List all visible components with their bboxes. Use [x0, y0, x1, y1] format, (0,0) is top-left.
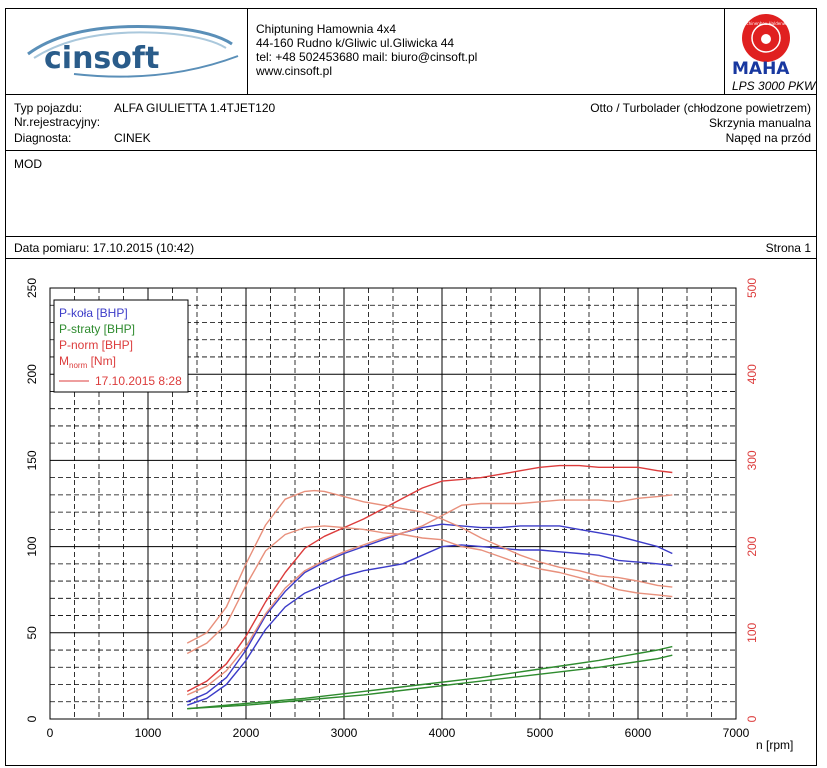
series-line: [187, 645, 673, 710]
y-left-tick-label: 250: [25, 278, 39, 298]
y-left-tick-label: 200: [25, 364, 39, 384]
x-tick-label: 2000: [233, 726, 260, 740]
series-line: [186, 489, 673, 644]
measurement-date: Data pomiaru: 17.10.2015 (10:42): [14, 241, 195, 255]
plot-border: [49, 287, 737, 720]
legend-item: P-norm [BHP]: [59, 338, 133, 352]
drive-type: Napęd na przód: [725, 131, 811, 145]
type-value: ALFA GIULIETTA 1.4TJET120: [114, 101, 276, 115]
legend-box: [53, 299, 189, 393]
maha-ring-text: Maschinenbau Haldenwang: [738, 21, 794, 26]
x-tick-label: 3000: [331, 726, 358, 740]
divider: [5, 94, 817, 95]
svg-text:MAHA: MAHA: [732, 59, 790, 78]
y-right-tick-label: 100: [745, 622, 759, 642]
type-label: Typ pojazdu:: [14, 101, 83, 115]
y-left-tick-label: 100: [25, 536, 39, 556]
y-right-tick-label: 0: [745, 715, 759, 722]
company-website: www.cinsoft.pl: [256, 64, 333, 78]
series-line: [186, 464, 673, 693]
series-line: [187, 654, 673, 710]
legend-item: P-koła [BHP]: [59, 306, 128, 320]
diag-value: CINEK: [114, 131, 151, 145]
series-line: [186, 525, 673, 655]
reg-label: Nr.rejestracyjny:: [14, 115, 101, 129]
divider: [247, 8, 248, 94]
x-tick-label: 0: [47, 726, 54, 740]
divider: [5, 236, 817, 237]
company-contact: Chiptuning Hamownia 4x4 44-160 Rudno k/G…: [256, 22, 477, 78]
divider: [5, 150, 817, 151]
company-phone-mail: tel: +48 502453680 mail: biuro@cinsoft.p…: [256, 50, 478, 64]
cinsoft-logo: cinsoft: [27, 25, 239, 78]
device-model: LPS 3000 PKW: [732, 79, 816, 93]
y-right-tick-label: 400: [745, 364, 759, 384]
y-right-tick-label: 300: [745, 450, 759, 470]
y-right-tick-label: 200: [745, 536, 759, 556]
maha-logo: Maschinenbau Haldenwang MAHA: [732, 14, 794, 78]
chart-axes: 0 1000 2000 3000 4000 5000 6000 700005010015020…: [25, 278, 793, 752]
legend-run-label: 17.10.2015 8:28: [95, 374, 182, 388]
x-tick-label: 6000: [625, 726, 652, 740]
company-address: 44-160 Rudno k/Gliwic ul.Gliwicka 44: [256, 36, 455, 50]
series-line: [186, 544, 673, 706]
series-line: [186, 494, 673, 696]
page-number: Strona 1: [765, 241, 811, 255]
y-left-tick-label: 50: [25, 626, 39, 640]
series-line: [186, 523, 673, 703]
divider: [724, 8, 725, 94]
chart-legend: P-koła [BHP] P-straty [BHP] P-norm [BHP]…: [53, 299, 189, 393]
gearbox-type: Skrzynia manualna: [708, 116, 811, 130]
y-left-tick-label: 150: [25, 450, 39, 470]
x-tick-label: 7000: [723, 726, 750, 740]
notes: MOD: [14, 157, 42, 171]
report-frame: [5, 8, 817, 766]
legend-item: Mnorm [Nm]: [59, 354, 116, 370]
y-left-tick-label: 0: [25, 715, 39, 722]
chart-series: [186, 464, 673, 710]
svg-text:cinsoft: cinsoft: [44, 41, 159, 76]
x-tick-label: 5000: [527, 726, 554, 740]
x-tick-label: 1000: [135, 726, 162, 740]
divider: [5, 258, 817, 259]
diag-label: Diagnosta:: [14, 131, 72, 145]
engine-type: Otto / Turbolader (chłodzone powietrzem): [590, 101, 811, 115]
x-axis-label: n [rpm]: [756, 738, 793, 752]
y-right-tick-label: 500: [745, 278, 759, 298]
legend-item: P-straty [BHP]: [59, 322, 135, 336]
x-tick-label: 4000: [429, 726, 456, 740]
company-name: Chiptuning Hamownia 4x4: [256, 22, 397, 36]
